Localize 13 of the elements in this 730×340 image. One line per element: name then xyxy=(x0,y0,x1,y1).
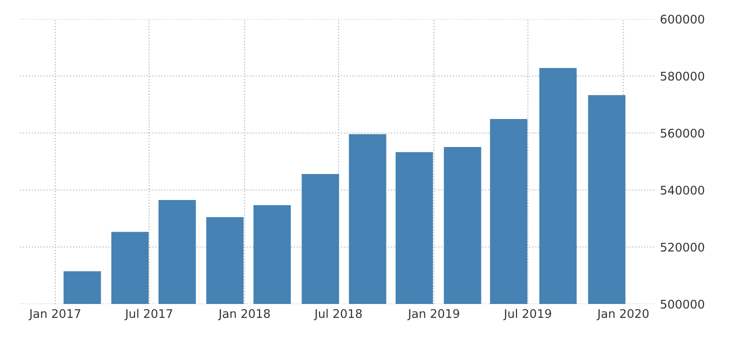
y-tick-label: 500000 xyxy=(660,300,704,309)
x-tick-label: Jul 2017 xyxy=(124,308,172,320)
x-tick-label: Jan 2017 xyxy=(28,309,80,320)
x-tick-label: Jan 2018 xyxy=(218,309,270,320)
y-tick-label: 540000 xyxy=(660,186,704,195)
y-tick-label: 520000 xyxy=(660,242,704,252)
x-tick-label: Jan 2019 xyxy=(407,309,460,320)
x-tick-label: Jul 2018 xyxy=(314,308,362,320)
x-tick-label: Jul 2019 xyxy=(503,308,552,320)
x-tick-label: Jan 2020 xyxy=(596,309,649,320)
y-tick-label: 560000 xyxy=(660,128,704,138)
y-tick-label: 600000 xyxy=(660,14,704,24)
y-tick-label: 580000 xyxy=(660,72,704,81)
